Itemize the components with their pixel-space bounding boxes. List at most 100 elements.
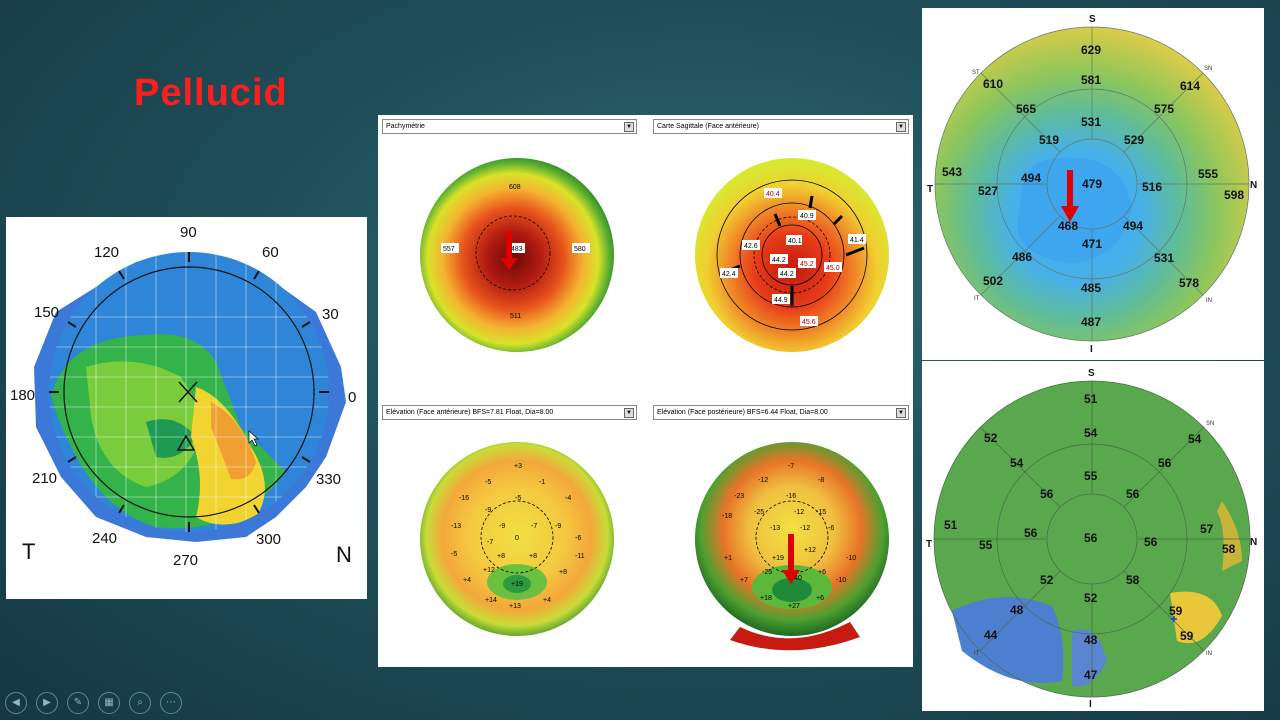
oct-bottom-value: 52 bbox=[984, 431, 998, 445]
elev-post-value: -12 bbox=[800, 525, 810, 532]
sagittal-value: 44.2 bbox=[780, 271, 794, 278]
dropdown-arrow-icon[interactable]: ▼ bbox=[624, 408, 634, 418]
elev-post-value: +6 bbox=[818, 569, 826, 576]
more-options-button[interactable]: ⋯ bbox=[160, 692, 182, 714]
pentacam-quad-map: Pachymétrie ▼ 608 557 483 580 511 bbox=[378, 115, 913, 667]
sagittal-value: 40.1 bbox=[788, 238, 802, 245]
axial-angle-label: 0 bbox=[348, 389, 356, 406]
oct-top-value: 494 bbox=[1021, 171, 1041, 185]
sagittal-value: 42.6 bbox=[744, 243, 758, 250]
pachy-value-center: 483 bbox=[511, 246, 523, 253]
oct-top-value: 471 bbox=[1082, 237, 1102, 251]
sagittal-value: 41.4 bbox=[850, 237, 864, 244]
axial-angle-label: 150 bbox=[34, 304, 59, 321]
elevation-anterior-map: Elévation (Face antérieure) BFS=7.81 Flo… bbox=[379, 402, 640, 666]
oct-bottom-value: 56 bbox=[1144, 535, 1158, 549]
axial-orange bbox=[211, 402, 256, 480]
oct-bottom-value: 47 bbox=[1084, 668, 1098, 682]
elev-post-value: -6 bbox=[828, 525, 834, 532]
oct-top-value: 529 bbox=[1124, 133, 1144, 147]
oct-top-temporal: T bbox=[927, 184, 933, 195]
oct-bottom-value: 51 bbox=[1084, 392, 1098, 406]
elev-post-value: -8 bbox=[818, 477, 824, 484]
elev-ant-value: +19 bbox=[511, 581, 523, 588]
svg-text:ST: ST bbox=[972, 70, 980, 76]
thinnest-point-arrow bbox=[500, 231, 518, 270]
elev-post-value: -15 bbox=[816, 509, 826, 516]
next-slide-button[interactable]: ▶ bbox=[36, 692, 58, 714]
axial-temporal-label: T bbox=[22, 539, 35, 564]
elev-ant-value: +12 bbox=[483, 567, 495, 574]
elev-post-value: +12 bbox=[804, 547, 816, 554]
oct-top-value: 531 bbox=[1154, 251, 1174, 265]
oct-bottom-value: 55 bbox=[1084, 469, 1098, 483]
elev-post-value: +18 bbox=[760, 595, 772, 602]
pen-tool-button[interactable]: ✎ bbox=[67, 692, 89, 714]
oct-bottom-value: 44 bbox=[984, 628, 998, 642]
dropdown-arrow-icon[interactable]: ▼ bbox=[624, 122, 634, 132]
oct-bottom-value: 51 bbox=[944, 518, 958, 532]
oct-bottom-value: 56 bbox=[1040, 487, 1054, 501]
elev-post-value: -23 bbox=[734, 493, 744, 500]
oct-top-value: 494 bbox=[1123, 219, 1143, 233]
see-all-slides-button[interactable]: ▦ bbox=[98, 692, 120, 714]
elev-ant-value: -4 bbox=[565, 495, 571, 502]
svg-text:IN: IN bbox=[1206, 651, 1212, 657]
pachymetry-header[interactable]: Pachymétrie ▼ bbox=[382, 119, 637, 134]
dropdown-arrow-icon[interactable]: ▼ bbox=[896, 122, 906, 132]
elev-ant-value: -7 bbox=[531, 523, 537, 530]
pachy-map-disc bbox=[420, 158, 614, 352]
axial-angle-label: 180 bbox=[10, 387, 35, 404]
oct-top-value: 516 bbox=[1142, 180, 1162, 194]
sagittal-header[interactable]: Carte Sagittale (Face antérieure) ▼ bbox=[653, 119, 909, 134]
oct-top-value: 629 bbox=[1081, 43, 1101, 57]
oct-top-value: 485 bbox=[1081, 281, 1101, 295]
sagittal-value: 45.2 bbox=[800, 261, 814, 268]
elev-ant-value: -5 bbox=[451, 551, 457, 558]
oct-top-value: 527 bbox=[978, 184, 998, 198]
axial-map-svg: 90 60 30 0 330 300 270 240 210 180 150 1… bbox=[10, 224, 356, 569]
oct-bottom-value: 57 bbox=[1200, 522, 1214, 536]
elevation-anterior-header[interactable]: Elévation (Face antérieure) BFS=7.81 Flo… bbox=[382, 405, 637, 420]
oct-top-value: 575 bbox=[1154, 102, 1174, 116]
axial-angle-label: 210 bbox=[32, 470, 57, 487]
oct-bottom-value: 59 bbox=[1169, 604, 1183, 618]
sagittal-value: 45.0 bbox=[826, 265, 840, 272]
sagittal-value: 40.4 bbox=[766, 191, 780, 198]
elev-post-value: +19 bbox=[772, 555, 784, 562]
oct-bottom-inferior: I bbox=[1089, 699, 1092, 710]
elev-post-value: +27 bbox=[788, 603, 800, 610]
svg-text:IT: IT bbox=[974, 651, 980, 657]
elev-post-value: -18 bbox=[722, 513, 732, 520]
oct-bottom-superior: S bbox=[1088, 368, 1095, 379]
elevation-posterior-header[interactable]: Elévation (Face postérieure) BFS=6.44 Fl… bbox=[653, 405, 909, 420]
oct-top-value: 578 bbox=[1179, 276, 1199, 290]
dropdown-arrow-icon[interactable]: ▼ bbox=[896, 408, 906, 418]
oct-bottom-value: 52 bbox=[1040, 573, 1054, 587]
mouse-cursor-icon bbox=[248, 430, 259, 447]
elev-ant-value: -6 bbox=[575, 535, 581, 542]
sagittal-value: 40.9 bbox=[800, 213, 814, 220]
elev-ant-value: -9 bbox=[485, 507, 491, 514]
previous-slide-button[interactable]: ◀ bbox=[5, 692, 27, 714]
axial-nasal-label: N bbox=[336, 542, 352, 567]
svg-text:IN: IN bbox=[1206, 298, 1212, 304]
elevation-posterior-map: Elévation (Face postérieure) BFS=6.44 Fl… bbox=[650, 402, 912, 666]
oct-top-inferior: I bbox=[1090, 344, 1093, 355]
oct-bottom-value: 54 bbox=[1084, 426, 1098, 440]
elev-ant-value: +4 bbox=[543, 597, 551, 604]
oct-top-value: 502 bbox=[983, 274, 1003, 288]
axial-dark-green bbox=[146, 419, 196, 458]
pachy-value-right: 580 bbox=[574, 246, 586, 253]
oct-top-value: 581 bbox=[1081, 73, 1101, 87]
elev-ant-value: -7 bbox=[487, 539, 493, 546]
zoom-button[interactable]: ⌕ bbox=[129, 692, 151, 714]
plus-marker-icon bbox=[1171, 616, 1177, 622]
pachy-value-bottom: 511 bbox=[510, 313, 521, 320]
oct-top-value: 479 bbox=[1082, 177, 1102, 191]
oct-bottom-value: 56 bbox=[1158, 456, 1172, 470]
oct-bottom-nasal: N bbox=[1250, 537, 1257, 548]
elev-ant-value: +14 bbox=[485, 597, 497, 604]
elev-post-value: -12 bbox=[794, 509, 804, 516]
elev-ant-value: +8 bbox=[529, 553, 537, 560]
